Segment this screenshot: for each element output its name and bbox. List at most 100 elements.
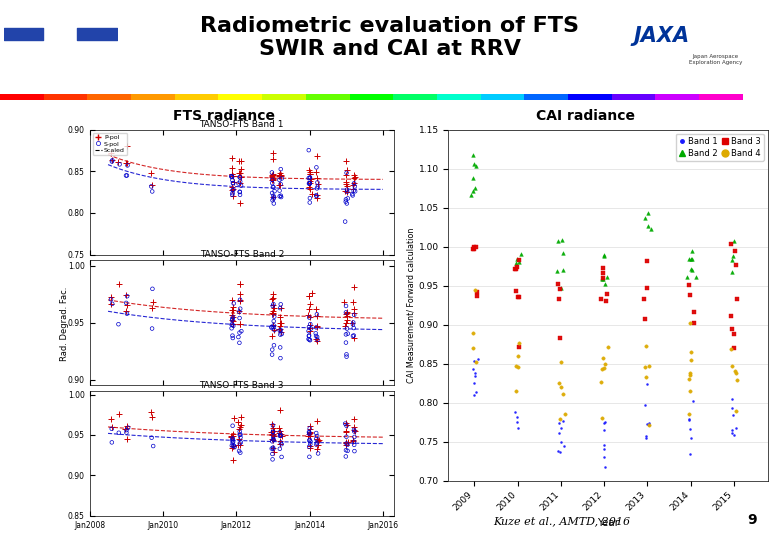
Point	[234, 191, 246, 199]
Point	[267, 423, 279, 432]
Point	[273, 406, 285, 415]
Point	[226, 153, 239, 162]
Point	[640, 257, 653, 266]
Point	[113, 280, 126, 289]
Point	[121, 301, 133, 310]
Point	[311, 335, 324, 344]
Point	[600, 296, 612, 305]
Point	[268, 317, 280, 326]
Point	[105, 293, 117, 301]
Point	[558, 441, 571, 450]
Point	[467, 173, 480, 182]
Point	[512, 362, 524, 371]
Point	[596, 274, 608, 283]
Point	[554, 415, 566, 424]
Point	[643, 362, 655, 370]
Point	[234, 289, 246, 298]
Point	[267, 192, 279, 200]
Point	[596, 269, 608, 278]
Point	[267, 444, 279, 453]
Point	[469, 286, 481, 294]
Point	[273, 325, 285, 333]
Point	[304, 320, 317, 328]
Point	[226, 184, 239, 193]
Point	[303, 332, 315, 340]
Point	[119, 424, 131, 433]
Point	[234, 177, 246, 186]
Point	[303, 336, 316, 345]
Point	[342, 438, 354, 447]
Point	[267, 171, 279, 180]
Point	[310, 192, 323, 200]
Point	[120, 306, 133, 315]
Point	[266, 434, 278, 443]
Point	[511, 263, 523, 272]
Point	[340, 421, 353, 430]
Point	[226, 170, 239, 179]
Point	[303, 431, 316, 440]
Point	[304, 175, 317, 184]
Bar	[262, 94, 306, 99]
Point	[470, 388, 483, 396]
Point	[267, 176, 279, 184]
Point	[728, 237, 740, 245]
Point	[510, 387, 523, 396]
Point	[339, 308, 352, 317]
Point	[304, 300, 317, 309]
Point	[268, 326, 281, 334]
Point	[341, 324, 353, 333]
Point	[304, 437, 317, 446]
Point	[469, 368, 481, 377]
Point	[145, 408, 158, 416]
Text: Kuze et al., AMTD, 2016: Kuze et al., AMTD, 2016	[493, 516, 630, 526]
Point	[303, 173, 316, 181]
Point	[273, 436, 285, 445]
Point	[347, 185, 360, 193]
Point	[303, 327, 315, 335]
Point	[121, 309, 133, 318]
Point	[267, 301, 279, 309]
Point	[469, 184, 481, 192]
Point	[266, 346, 278, 354]
Point	[235, 157, 247, 165]
Text: JAXA: JAXA	[634, 26, 690, 46]
Point	[597, 354, 609, 363]
Point	[274, 428, 286, 437]
Point	[105, 149, 118, 158]
Point	[275, 172, 287, 180]
Text: FTS radiance: FTS radiance	[173, 109, 275, 123]
Point	[273, 186, 285, 195]
Point	[310, 445, 323, 454]
Point	[233, 427, 246, 436]
Point	[310, 167, 323, 176]
Point	[275, 326, 287, 334]
Point	[268, 183, 280, 192]
Point	[311, 178, 324, 187]
Point	[275, 438, 287, 447]
Point	[235, 438, 247, 447]
Point	[303, 179, 316, 188]
Point	[597, 273, 609, 282]
Bar	[612, 94, 655, 99]
Point	[725, 311, 737, 320]
Point	[225, 305, 238, 314]
Point	[276, 432, 289, 441]
Point	[120, 159, 133, 167]
Point	[340, 171, 353, 179]
Point	[303, 436, 315, 445]
Point	[349, 187, 361, 195]
Point	[555, 284, 568, 292]
Point	[275, 329, 288, 338]
Point	[598, 426, 611, 435]
Point	[690, 272, 702, 281]
Point	[268, 431, 281, 440]
Point	[339, 428, 352, 436]
Point	[268, 303, 280, 312]
Point	[266, 450, 278, 458]
Point	[641, 380, 654, 388]
Point	[511, 418, 523, 427]
Point	[303, 436, 316, 444]
Point	[265, 309, 278, 318]
Point	[273, 176, 285, 184]
Point	[268, 300, 280, 308]
